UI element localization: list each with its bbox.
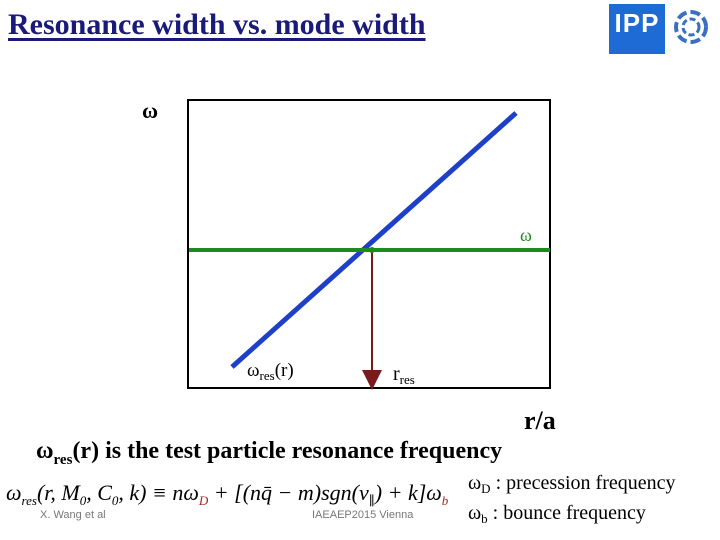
diagonal-line	[230, 111, 518, 369]
description: ωres(r) is the test particle resonance f…	[36, 438, 503, 468]
legend-bounce: ωb : bounce frequency	[468, 502, 646, 526]
footer-author: X. Wang et al	[40, 509, 106, 521]
resonance-formula: ωres(r, M0, C0, k) ≡ nωD + [(nq̄ − m)sgn…	[6, 480, 449, 508]
logo-text: IPP	[614, 8, 660, 38]
wres-label: ωres(r)	[247, 360, 294, 383]
y-axis-label: ω	[142, 98, 159, 123]
ipp-ring-icon	[674, 10, 708, 44]
x-axis-label: r/a	[524, 406, 556, 435]
slide-title: Resonance width vs. mode width	[8, 8, 426, 41]
legend-precession: ωD : precession frequency	[468, 472, 676, 496]
footer-event: IAEAEP2015 Vienna	[312, 509, 414, 521]
ipp-logo: IPP	[609, 4, 665, 54]
intersection-point	[369, 247, 375, 253]
rres-label: rres	[393, 363, 415, 387]
horizontal-line-label: ω	[520, 225, 532, 245]
